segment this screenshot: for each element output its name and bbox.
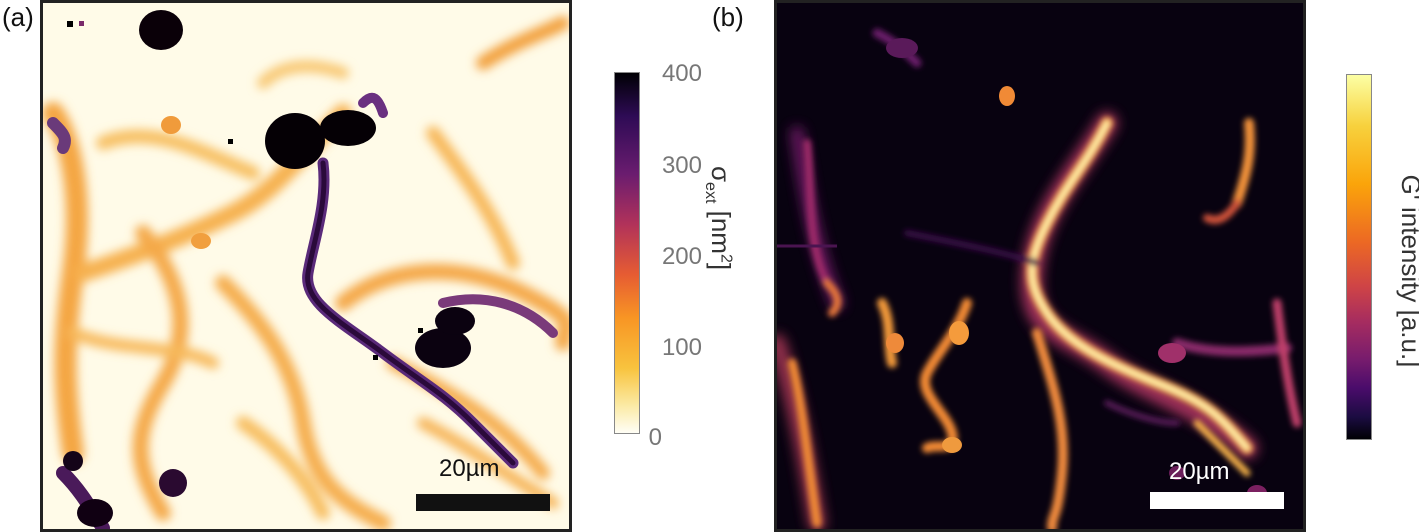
panel-a-label: (a) xyxy=(2,2,34,32)
g-prime-colorbar-title: G' intensity [a.u.] xyxy=(1396,174,1419,368)
extinction-map-image: 20µm xyxy=(40,0,572,532)
unit-text: [nm xyxy=(706,210,736,254)
unit-end: ] xyxy=(706,262,736,271)
scale-bar-label-b: 20µm xyxy=(1169,458,1230,485)
sigma-subscript: ext xyxy=(701,182,719,204)
scale-bar-a xyxy=(416,494,550,511)
g-prime-intensity-map-image: 20µm xyxy=(774,0,1306,532)
extinction-colorbar-title: σext [nm2] xyxy=(701,166,736,326)
scale-bar-b xyxy=(1150,492,1284,509)
colorbar-tick-0: 0 xyxy=(648,424,662,451)
unit-superscript: 2 xyxy=(717,253,735,263)
colorbar-tick-200: 200 xyxy=(661,243,702,270)
extinction-colorbar xyxy=(614,72,640,434)
extinction-map-drawing xyxy=(43,3,569,529)
colorbar-tick-400: 400 xyxy=(661,60,702,87)
g-prime-colorbar xyxy=(1346,74,1372,440)
scale-bar-label-a: 20µm xyxy=(439,455,500,482)
sigma-symbol: σ xyxy=(706,166,736,183)
panel-b-label: (b) xyxy=(712,2,744,32)
g-prime-map-drawing xyxy=(777,3,1303,529)
colorbar-tick-100: 100 xyxy=(661,334,702,361)
colorbar-tick-300: 300 xyxy=(661,152,702,179)
